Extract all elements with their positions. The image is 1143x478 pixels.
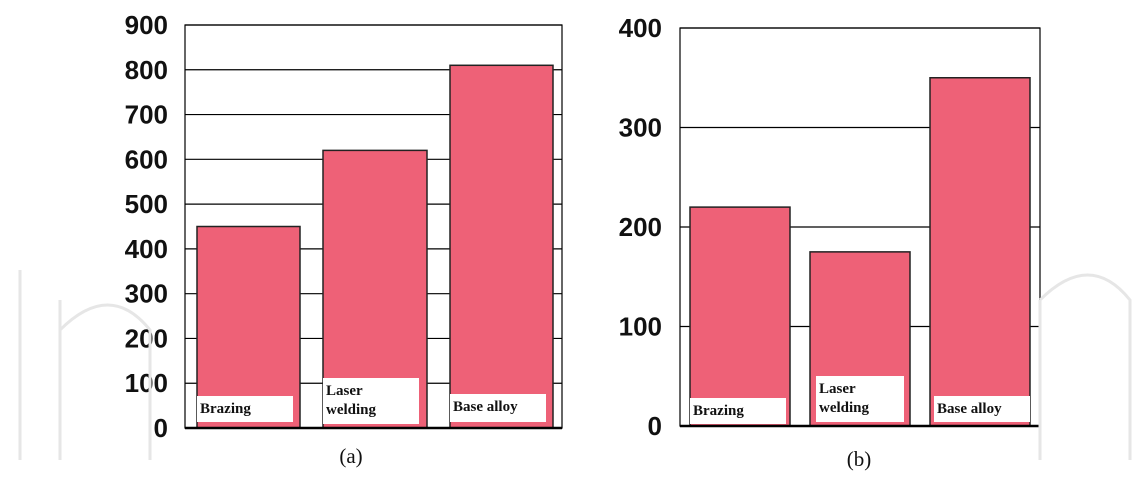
y-tick-label: 600: [125, 144, 168, 174]
chart-b: 0 100 200 300 400 Brazing Laser welding Base all…: [619, 13, 1041, 471]
y-tick-label: 300: [125, 279, 168, 309]
chart-a: 0 100 200 300 400 500 600 700 800 900 Brazing Laser…: [125, 10, 563, 468]
y-tick-label: 400: [125, 234, 168, 264]
y-tick-label: 200: [125, 323, 168, 353]
chart-caption: (a): [339, 444, 362, 468]
y-tick-label: 400: [619, 13, 662, 43]
y-tick-label: 0: [154, 413, 168, 443]
y-tick-label: 500: [125, 189, 168, 219]
y-tick-label: 900: [125, 10, 168, 40]
category-label: Base alloy: [937, 401, 1002, 417]
category-label-box: [450, 394, 546, 422]
category-label: Laser: [326, 383, 363, 399]
y-tick-label: 800: [125, 55, 168, 85]
category-label: Brazing: [200, 401, 251, 417]
bar: [196, 225, 301, 429]
bar: [449, 64, 554, 429]
y-tick-label: 100: [619, 312, 662, 342]
category-label: Base alloy: [453, 399, 518, 415]
y-tick-label: 100: [125, 368, 168, 398]
y-tick-label: 300: [619, 113, 662, 143]
category-label: welding: [819, 400, 870, 416]
category-label: Laser: [819, 381, 856, 397]
category-label-box: [690, 398, 786, 424]
chart-caption: (b): [847, 447, 872, 471]
category-label-box: [197, 396, 293, 422]
category-label: Brazing: [693, 403, 744, 419]
category-label-box: [323, 378, 419, 424]
y-tick-label: 200: [619, 212, 662, 242]
category-label: welding: [326, 402, 377, 418]
category-label-box: [816, 376, 904, 422]
bar: [689, 206, 791, 427]
bar: [929, 77, 1031, 427]
category-label-box: [934, 396, 1030, 422]
y-tick-label: 0: [648, 411, 662, 441]
y-tick-label: 700: [125, 100, 168, 130]
